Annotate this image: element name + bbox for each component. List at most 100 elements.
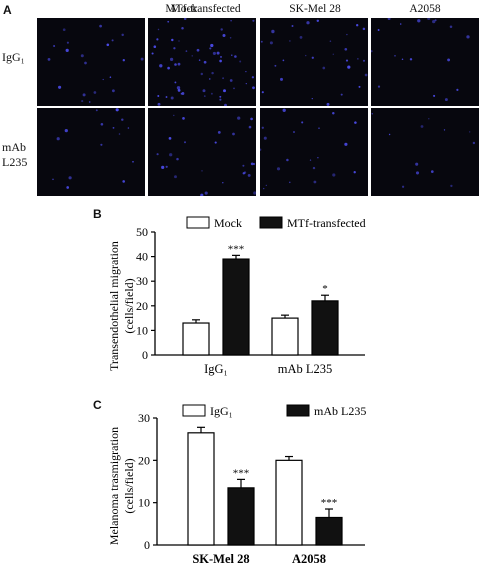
cell-nucleus-dot — [118, 133, 121, 135]
cell-nucleus-dot — [53, 44, 56, 48]
cell-nucleus-dot — [313, 180, 317, 184]
cell-nucleus-dot — [234, 55, 237, 58]
cell-nucleus-dot — [261, 91, 264, 94]
cell-nucleus-dot — [293, 131, 295, 133]
cell-nucleus-dot — [329, 40, 332, 42]
cell-nucleus-dot — [232, 132, 235, 136]
legend-swatch-mtf-transfected — [259, 216, 283, 229]
cell-nucleus-dot — [415, 162, 419, 166]
row-label-igg1: IgG₁ — [2, 50, 25, 64]
cell-nucleus-dot — [245, 70, 247, 73]
cell-nucleus-dot — [140, 57, 144, 61]
cell-nucleus-dot — [68, 176, 72, 180]
cell-nucleus-dot — [274, 64, 277, 67]
legend-swatch-mock — [186, 216, 210, 229]
cell-nucleus-dot — [250, 162, 254, 166]
cell-nucleus-dot — [177, 62, 181, 66]
cell-nucleus-dot — [184, 141, 186, 144]
cell-nucleus-dot — [332, 53, 334, 55]
cell-nucleus-dot — [239, 60, 242, 63]
cell-nucleus-dot — [174, 175, 177, 179]
cell-nucleus-dot — [347, 65, 351, 69]
cell-nucleus-dot — [428, 118, 430, 120]
cell-nucleus-dot — [216, 51, 220, 55]
cell-nucleus-dot — [111, 89, 115, 93]
legend-label-igg1: IgG₁ — [210, 404, 233, 418]
cell-nucleus-dot — [358, 85, 361, 88]
chart-c-y-tick-label: 10 — [138, 496, 150, 510]
cell-nucleus-dot — [122, 59, 125, 62]
cell-nucleus-dot — [322, 66, 326, 70]
micrograph-a2058-row1 — [371, 18, 479, 106]
cell-nucleus-dot — [271, 29, 275, 34]
cell-nucleus-dot — [173, 47, 176, 50]
cell-nucleus-dot — [52, 178, 54, 181]
cell-nucleus-dot — [332, 173, 336, 177]
cell-nucleus-dot — [210, 92, 213, 95]
cell-nucleus-dot — [252, 19, 255, 22]
chart-b-y-tick-label: 30 — [136, 274, 148, 288]
y-axis-label-b-line1: Transendothelial migration — [107, 241, 121, 371]
cell-nucleus-dot — [356, 24, 359, 27]
cell-nucleus-dot — [165, 96, 168, 98]
cell-nucleus-dot — [200, 72, 204, 76]
cell-nucleus-dot — [344, 47, 348, 51]
cell-nucleus-dot — [357, 58, 359, 60]
cell-nucleus-dot — [203, 95, 206, 97]
cell-nucleus-dot — [229, 37, 232, 39]
cell-nucleus-dot — [417, 19, 421, 23]
cell-nucleus-dot — [65, 48, 69, 53]
chart-b-y-tick-label: 50 — [136, 225, 148, 239]
chart-b-y-tick-label: 40 — [136, 250, 148, 264]
cell-nucleus-dot — [318, 127, 320, 129]
cell-nucleus-dot — [219, 98, 222, 101]
chart-c-significance-marker: *** — [321, 497, 338, 509]
cell-nucleus-dot — [399, 23, 402, 25]
chart-c: IgG₁ mAb L235 Melanoma trasmigration (ce… — [107, 404, 366, 566]
cell-nucleus-dot — [269, 41, 273, 45]
cell-nucleus-dot — [106, 43, 110, 47]
cell-nucleus-dot — [449, 25, 453, 28]
cell-nucleus-dot — [167, 66, 170, 70]
cell-nucleus-dot — [121, 118, 124, 121]
cell-nucleus-dot — [311, 97, 313, 100]
cell-nucleus-dot — [276, 167, 281, 171]
cell-nucleus-dot — [432, 19, 436, 24]
cell-nucleus-dot — [93, 91, 97, 94]
cell-nucleus-dot — [282, 59, 285, 62]
cell-nucleus-dot — [157, 28, 160, 31]
cell-nucleus-dot — [291, 25, 294, 27]
chart-c-bar — [275, 459, 303, 546]
micrograph-mtf-transfected-row2 — [148, 108, 256, 196]
cell-nucleus-dot — [346, 33, 348, 36]
cell-nucleus-dot — [109, 76, 112, 78]
chart-b-significance-marker: *** — [228, 243, 245, 255]
cell-nucleus-dot — [420, 125, 424, 128]
cell-nucleus-dot — [286, 158, 289, 162]
cell-nucleus-dot — [157, 95, 160, 97]
legend-label-mock: Mock — [214, 216, 242, 230]
cell-nucleus-dot — [153, 45, 157, 48]
legend-swatch-igg1 — [182, 404, 206, 417]
cell-nucleus-dot — [456, 88, 459, 91]
cell-nucleus-dot — [102, 78, 104, 81]
cell-nucleus-dot — [362, 59, 366, 62]
cell-nucleus-dot — [82, 93, 86, 97]
cell-nucleus-dot — [198, 59, 201, 61]
cell-nucleus-dot — [230, 19, 232, 22]
cell-nucleus-dot — [161, 165, 165, 169]
cell-nucleus-dot — [371, 50, 373, 53]
chart-c-y-tick-label: 20 — [138, 453, 150, 467]
cell-nucleus-dot — [88, 101, 91, 103]
cell-nucleus-dot — [168, 137, 172, 140]
cell-nucleus-dot — [450, 184, 453, 188]
cell-nucleus-dot — [132, 160, 134, 163]
cell-nucleus-dot — [173, 114, 175, 117]
cell-nucleus-dot — [95, 109, 98, 112]
chart-b-category-label: mAb L235 — [278, 362, 333, 376]
cell-nucleus-dot — [185, 50, 188, 52]
cell-nucleus-dot — [209, 78, 211, 80]
chart-c-bar — [187, 432, 215, 546]
cell-nucleus-dot — [317, 156, 319, 159]
cell-nucleus-dot — [289, 181, 291, 184]
